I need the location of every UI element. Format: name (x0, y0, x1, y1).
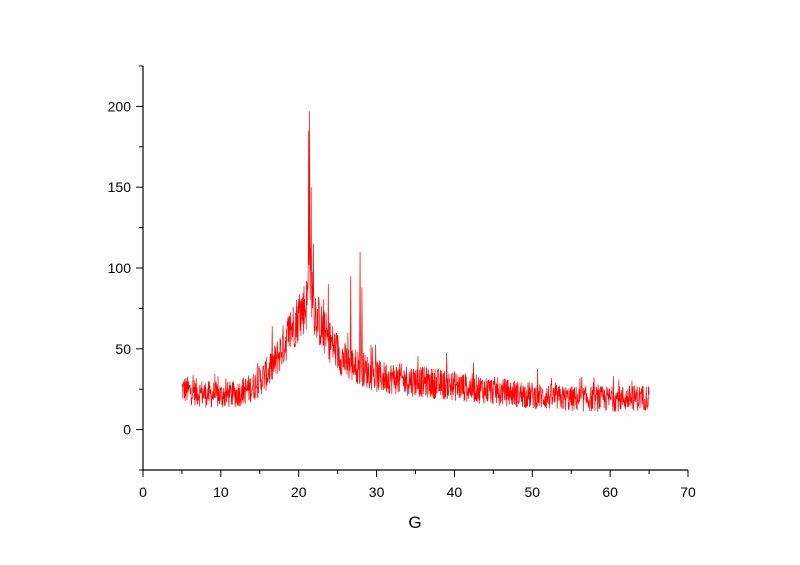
x-tick-label: 50 (524, 484, 540, 500)
x-tick-label: 30 (369, 484, 385, 500)
y-tick-label: 0 (123, 422, 131, 438)
x-axis: 0 10 20 30 40 50 60 70 (139, 469, 696, 500)
y-tick-label: 200 (108, 98, 132, 114)
x-axis-title: G (408, 513, 421, 532)
y-axis: 0 50 100 150 200 (108, 65, 144, 471)
series-line (181, 111, 650, 412)
x-tick-label: 40 (447, 484, 463, 500)
x-tick-label: 70 (680, 484, 696, 500)
x-tick-label: 10 (213, 484, 229, 500)
x-tick-label: 60 (602, 484, 618, 500)
x-tick-label: 0 (139, 484, 147, 500)
series-group (181, 111, 650, 412)
y-tick-label: 50 (115, 341, 131, 357)
y-tick-label: 100 (108, 260, 132, 276)
x-tick-label: 20 (291, 484, 307, 500)
y-tick-label: 150 (108, 179, 132, 195)
